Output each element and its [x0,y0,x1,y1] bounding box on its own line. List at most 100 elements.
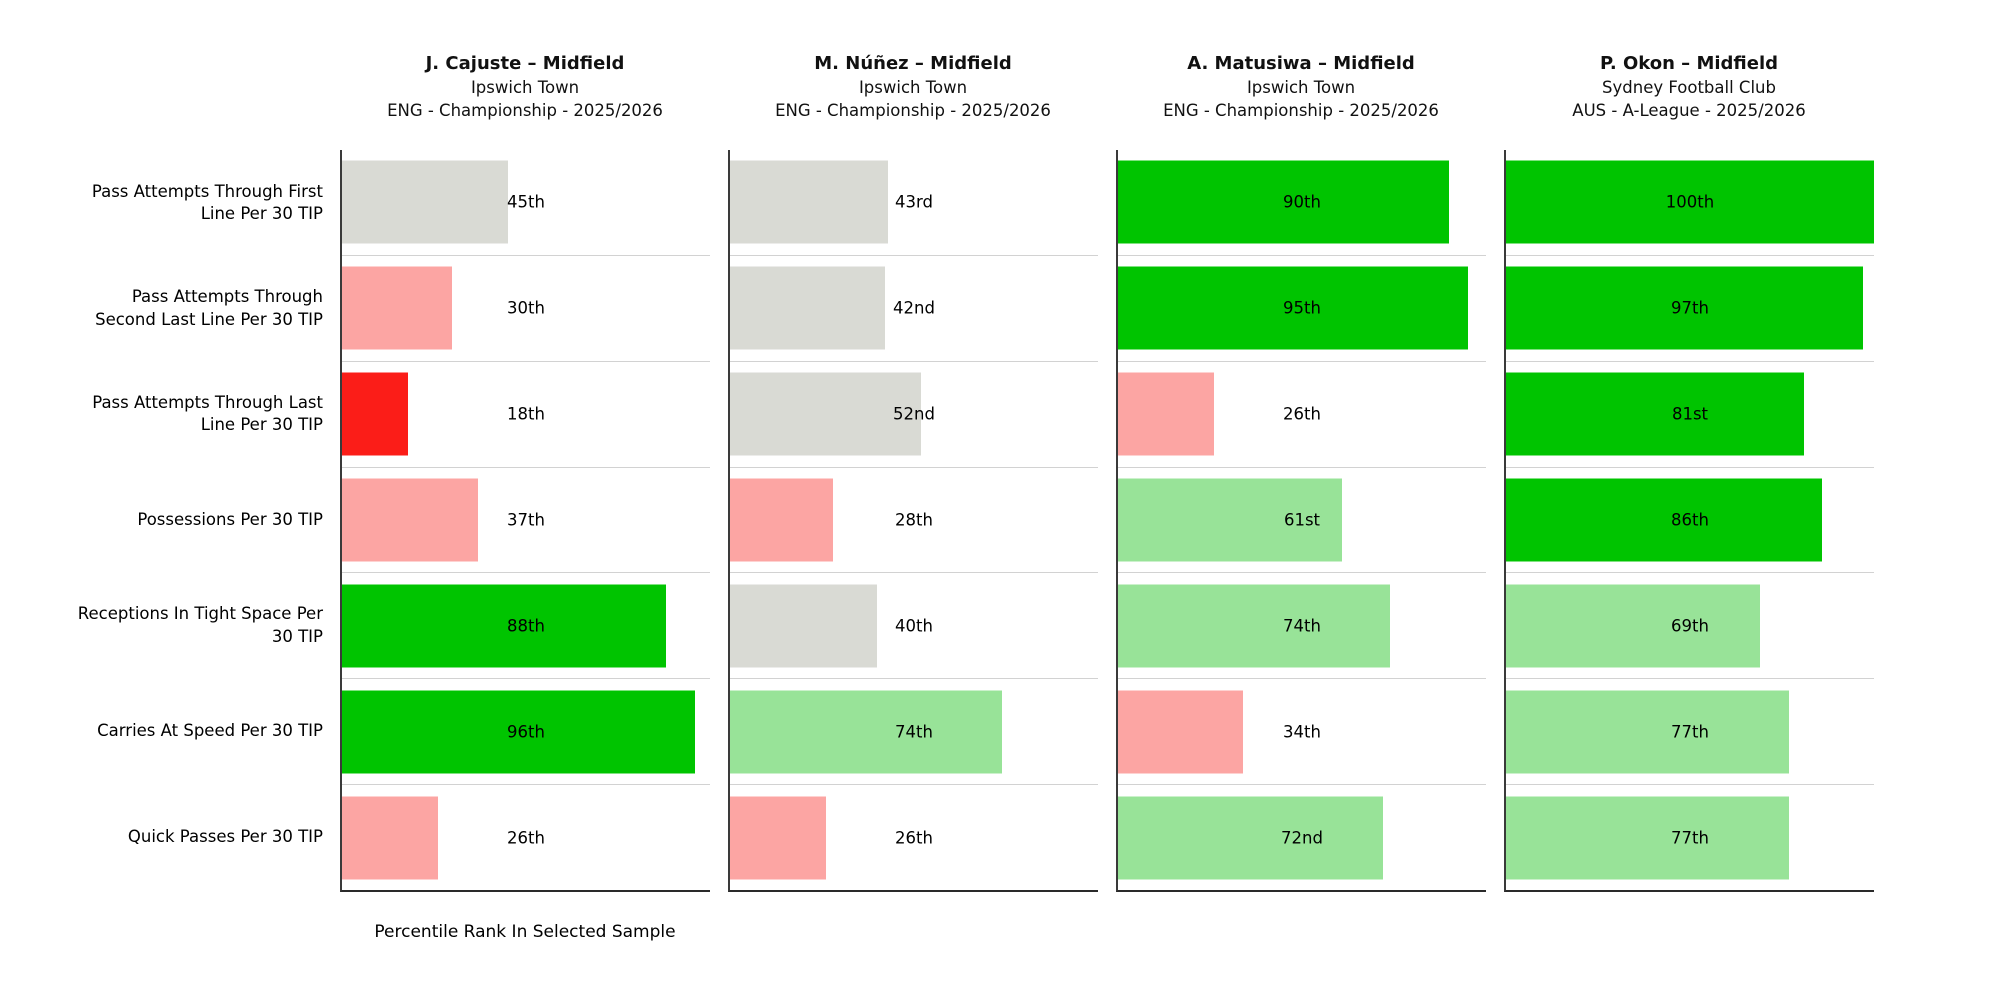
player-panel: P. Okon – Midfield Sydney Football Club … [1504,0,1874,892]
bar-row: 61st [1118,468,1486,574]
percentile-bar [342,478,479,562]
bar-plot: 90th 95th 26th 61st 74th 34th 72nd [1116,150,1486,892]
percentile-value-label: 42nd [893,298,935,318]
percentile-bar [1118,584,1391,668]
metric-label-text: Possessions Per 30 TIP [137,509,323,529]
metric-label: Pass Attempts Through Last Line Per 30 T… [0,361,332,467]
percentile-value-label: 69th [1671,616,1709,636]
player-header: M. Núñez – Midfield Ipswich Town ENG - C… [728,0,1098,150]
player-header: J. Cajuste – Midfield Ipswich Town ENG -… [340,0,710,150]
percentile-bar [1506,690,1790,774]
x-axis-label: Percentile Rank In Selected Sample [374,922,676,942]
percentile-value-label: 34th [1283,722,1321,742]
metric-label-text: Pass Attempts Through First Line Per 30 … [91,181,323,223]
percentile-bar [730,266,885,350]
bar-row: 34th [1118,679,1486,786]
bar-row: 88th [342,573,710,680]
player-name: J. Cajuste – Midfield [425,53,625,74]
bar-row: 74th [730,679,1098,786]
percentile-value-label: 96th [507,722,545,742]
player-club: Ipswich Town [858,78,968,97]
percentile-value-label: 88th [507,616,545,636]
percentile-bar [1506,796,1790,880]
player-name: A. Matusiwa – Midfield [1187,53,1415,74]
bar-row: 97th [1506,256,1874,362]
bar-row: 95th [1118,256,1486,362]
player-panel: M. Núñez – Midfield Ipswich Town ENG - C… [728,0,1098,892]
percentile-value-label: 37th [507,510,545,530]
bar-row: 42nd [730,256,1098,362]
metric-label: Possessions Per 30 TIP [0,467,332,573]
percentile-bar [730,478,834,562]
bar-row: 37th [342,468,710,574]
percentile-value-label: 40th [895,616,933,636]
percentile-value-label: 81st [1671,404,1709,424]
player-club: Sydney Football Club [1602,78,1776,97]
percentile-value-label: 77th [1671,828,1709,848]
bar-plot: 43rd 42nd 52nd 28th 40th 74th 26th [728,150,1098,892]
metric-label: Quick Passes Per 30 TIP [0,784,332,890]
bar-row: 90th [1118,150,1486,256]
bar-row: 26th [730,785,1098,890]
percentile-value-label: 74th [895,722,933,742]
metric-label: Receptions In Tight Space Per 30 TIP [0,573,332,679]
percentile-bar [730,690,1003,774]
player-club: Ipswich Town [470,78,580,97]
percentile-bar [730,372,922,456]
bar-row: 40th [730,573,1098,680]
percentile-bar [1118,372,1214,456]
bar-row: 81st [1506,362,1874,468]
player-club: Ipswich Town [1246,78,1356,97]
percentile-value-label: 97th [1671,298,1709,318]
player-panel: A. Matusiwa – Midfield Ipswich Town ENG … [1116,0,1486,892]
percentile-bar [1506,372,1805,456]
percentile-value-label: 77th [1671,722,1709,742]
player-panel: J. Cajuste – Midfield Ipswich Town ENG -… [340,0,710,892]
percentile-value-label: 30th [507,298,545,318]
bar-row: 100th [1506,150,1874,256]
percentile-value-label: 26th [1283,404,1321,424]
player-header: A. Matusiwa – Midfield Ipswich Town ENG … [1116,0,1486,150]
percentile-value-label: 72nd [1281,828,1323,848]
player-name: P. Okon – Midfield [1599,53,1779,74]
bar-plot: 100th 97th 81st 86th 69th 77th 77th [1504,150,1874,892]
player-league: ENG - Championship - 2025/2026 [387,101,663,120]
percentile-bar [1118,478,1343,562]
percentile-bar [730,796,826,880]
percentile-value-label: 52nd [893,404,935,424]
metric-label-text: Receptions In Tight Space Per 30 TIP [77,604,323,646]
percentile-value-label: 26th [895,828,933,848]
percentile-value-label: 100th [1665,192,1715,212]
percentile-value-label: 90th [1283,192,1321,212]
percentile-value-label: 28th [895,510,933,530]
percentile-bar [1118,160,1450,244]
bar-row: 26th [1118,362,1486,468]
bar-row: 69th [1506,573,1874,680]
bar-row: 74th [1118,573,1486,680]
percentile-bar [342,372,409,456]
bar-plot: 45th 30th 18th 37th 88th 96th 26th [340,150,710,892]
metric-labels-column: Pass Attempts Through First Line Per 30 … [0,150,332,890]
metric-label: Carries At Speed Per 30 TIP [0,679,332,785]
percentile-bar [1118,266,1468,350]
percentile-bar [1506,160,1874,244]
percentile-bar [730,160,889,244]
percentile-bar [1118,690,1244,774]
bar-row: 45th [342,150,710,256]
percentile-bar [1506,584,1760,668]
percentile-value-label: 43rd [895,192,933,212]
bar-row: 72nd [1118,785,1486,890]
bar-row: 77th [1506,785,1874,890]
percentile-bar [1118,796,1383,880]
percentile-bar [342,160,508,244]
percentile-value-label: 45th [507,192,545,212]
metric-label: Pass Attempts Through Second Last Line P… [0,256,332,362]
percentile-bar [1506,266,1863,350]
metric-label-text: Pass Attempts Through Last Line Per 30 T… [92,393,323,435]
percentile-value-label: 74th [1283,616,1321,636]
bar-row: 43rd [730,150,1098,256]
percentile-value-label: 61st [1283,510,1321,530]
bar-row: 28th [730,468,1098,574]
percentile-bar [342,584,666,668]
